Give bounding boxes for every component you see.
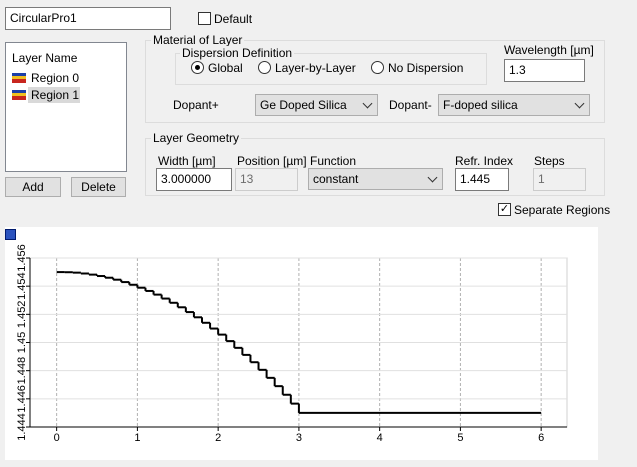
steps-label: Steps <box>534 154 565 168</box>
dispersion-group <box>175 53 487 85</box>
separate-regions-checkbox[interactable]: ✓ <box>498 203 511 216</box>
function-select[interactable]: constant <box>308 168 443 190</box>
x-tick-label: 5 <box>457 432 463 444</box>
y-tick-label: 1.456 <box>16 244 28 272</box>
y-tick-label: 1.452 <box>16 301 28 329</box>
default-checkbox[interactable] <box>198 12 211 25</box>
radio-button[interactable] <box>258 61 271 74</box>
default-label: Default <box>214 12 253 26</box>
geometry-group <box>145 138 605 196</box>
layer-list-header: Layer Name <box>12 51 78 65</box>
separate-regions-label: Separate Regions <box>514 203 611 217</box>
dopant-minus-label: Dopant- <box>389 98 432 112</box>
y-tick-label: 1.454 <box>16 272 28 300</box>
wavelength-input[interactable]: 1.3 <box>504 59 585 82</box>
material-title: Material of Layer <box>151 33 245 47</box>
refr-index-input[interactable]: 1.445 <box>455 168 509 191</box>
dopant-plus-label: Dopant+ <box>173 98 219 112</box>
x-tick-label: 6 <box>538 432 544 444</box>
dopant-plus-select[interactable]: Ge Doped Silica <box>255 94 378 116</box>
selection-highlight <box>28 87 80 103</box>
layer-item[interactable]: Region 1 <box>31 88 80 102</box>
radio-label: Layer-by-Layer <box>275 61 356 75</box>
width-label: Width [µm] <box>158 154 216 168</box>
layer-icon <box>12 73 26 83</box>
y-tick-label: 1.444 <box>16 413 28 441</box>
function-label: Function <box>310 154 357 168</box>
radio-label: Global <box>208 61 243 75</box>
refr-index-label: Refr. Index <box>455 154 514 168</box>
x-tick-label: 1 <box>134 432 140 444</box>
geometry-title: Layer Geometry <box>151 131 242 145</box>
position-label: Position [µm] <box>237 154 307 168</box>
dopant-minus-select[interactable]: F-doped silica <box>438 94 590 116</box>
material-group <box>145 40 605 123</box>
layer-list: Layer Name Region 0 Region 1 <box>5 42 127 172</box>
chart-icon[interactable] <box>5 229 16 240</box>
x-tick-label: 0 <box>54 432 60 444</box>
wavelength-label: Wavelength [µm] <box>504 43 594 57</box>
position-input: 13 <box>235 168 298 191</box>
dispersion-title: Dispersion Definition <box>180 46 295 60</box>
layer-icon <box>12 90 26 100</box>
x-tick-label: 4 <box>377 432 383 444</box>
x-tick-label: 2 <box>215 432 221 444</box>
x-tick-label: 3 <box>296 432 302 444</box>
y-tick-label: 1.45 <box>16 332 28 353</box>
profile-name-input[interactable]: CircularPro1 <box>5 7 171 30</box>
y-tick-label: 1.448 <box>16 357 28 385</box>
steps-input: 1 <box>533 168 586 191</box>
add-button[interactable]: Add <box>5 177 61 197</box>
delete-button[interactable]: Delete <box>71 177 126 197</box>
y-tick-label: 1.446 <box>16 385 28 413</box>
width-input[interactable]: 3.000000 <box>156 168 232 191</box>
radio-label: No Dispersion <box>388 61 464 75</box>
layer-item[interactable]: Region 0 <box>31 71 80 85</box>
radio-button[interactable] <box>191 61 204 74</box>
radio-button[interactable] <box>371 61 384 74</box>
